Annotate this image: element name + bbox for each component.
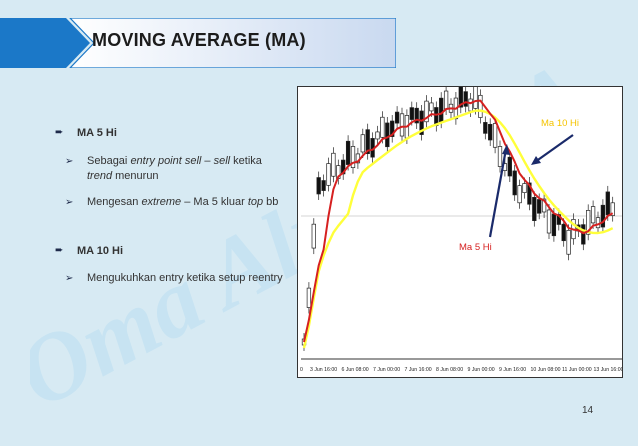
candle-body — [537, 199, 542, 214]
candle-body — [492, 123, 498, 148]
bullet-arrow-icon: ➨ — [55, 127, 64, 138]
candle-body — [468, 98, 473, 112]
bullet-arrow-icon: ➨ — [55, 245, 64, 256]
candle-body — [507, 156, 512, 177]
x-tick-label: 3 Jun 16:00 — [310, 367, 337, 373]
x-tick-label: 0 — [300, 367, 303, 373]
title-banner — [0, 18, 396, 68]
ma5-arrow — [488, 148, 508, 238]
ma10-arrow-head — [531, 156, 541, 165]
candle-body — [497, 146, 503, 167]
candle-body — [512, 170, 517, 196]
candle-body — [488, 123, 493, 141]
slide-title: MOVING AVERAGE (MA) — [92, 30, 306, 50]
candle-body — [586, 210, 591, 235]
candle-body — [424, 100, 429, 123]
bullet-ma10-label: MA 10 Hi — [77, 245, 124, 257]
candle-body — [429, 102, 434, 112]
candle-body — [541, 198, 547, 213]
sub-bullet-entry-point-text: Sebagai entry point sell – sell ketika t… — [87, 155, 262, 182]
x-tick-label: 6 Jun 08:00 — [342, 367, 369, 373]
x-tick-label: 10 Jun 08:00 — [531, 367, 561, 373]
ma10-line — [302, 109, 614, 349]
candle-body — [581, 224, 586, 245]
sub-bullet-entry-point: ➢ Sebagai entry point sell – sell ketika… — [65, 154, 287, 184]
price-chart: 0 3 Jun 16:00 6 Jun 08:00 7 Jun 00:00 7 Jun … — [297, 77, 624, 378]
candle-body — [566, 229, 571, 255]
candle-body — [610, 202, 615, 216]
candle-body — [385, 122, 390, 148]
candle-body — [551, 213, 557, 237]
bullet-ma5-label: MA 5 Hi — [77, 127, 117, 139]
price-chart-svg: 0 3 Jun 16:00 6 Jun 08:00 7 Jun 00:00 7 Jun … — [300, 77, 624, 373]
x-tick-label: 13 Jun 16:00 — [594, 367, 623, 373]
candle-body — [331, 152, 336, 177]
candle-body — [600, 204, 606, 228]
candle-body — [326, 163, 331, 186]
x-axis-ticks: 0 3 Jun 16:00 6 Jun 08:00 7 Jun 00:00 7 Jun … — [300, 367, 624, 373]
ma5-annotation: Ma 5 Hi — [459, 242, 492, 253]
candle-body — [399, 113, 405, 137]
candle-body — [483, 122, 488, 134]
candle-body — [311, 223, 316, 249]
candle-body — [517, 185, 522, 204]
candle-body — [321, 180, 326, 191]
x-tick-label: 7 Jun 16:00 — [405, 367, 432, 373]
candle-body — [532, 196, 537, 221]
candle-body — [390, 120, 395, 137]
x-tick-label: 11 Jun 00:00 — [562, 367, 592, 373]
x-tick-label: 9 Jun 16:00 — [499, 367, 526, 373]
sub-bullet-reentry: ➢ Mengukuhkan entry ketika setup reentry — [65, 271, 287, 286]
candle-body — [605, 191, 610, 216]
candle-body — [478, 94, 483, 118]
candle-body — [306, 287, 312, 308]
candle-body — [316, 177, 321, 195]
candle-body — [350, 146, 356, 169]
sub-bullet-arrow-icon: ➢ — [65, 197, 74, 208]
candle-body — [522, 183, 527, 193]
candle-body — [419, 110, 424, 135]
candle-body — [561, 223, 566, 242]
ma5-line — [303, 99, 614, 343]
candle-body — [365, 129, 370, 155]
candle-body — [473, 85, 478, 109]
candle-body — [360, 134, 365, 153]
candle-body — [595, 217, 601, 229]
title-banner-box — [69, 18, 396, 68]
ma10-annotation: Ma 10 Hi — [541, 118, 579, 129]
candlesticks — [301, 77, 615, 351]
candle-body — [443, 90, 449, 110]
candle-body — [394, 111, 400, 124]
candle-body — [546, 209, 552, 234]
page-number: 14 — [582, 405, 594, 416]
sub-bullet-arrow-icon: ➢ — [65, 273, 74, 284]
candle-body — [527, 182, 532, 205]
ma10-arrow — [534, 134, 574, 163]
candle-body — [439, 97, 444, 123]
candle-body — [345, 140, 351, 165]
sub-bullet-extreme: ➢ Mengesan extreme – Ma 5 kluar top bb — [65, 195, 287, 210]
candle-body — [375, 131, 380, 140]
candle-body — [380, 116, 385, 138]
x-tick-label: 9 Jun 00:00 — [468, 367, 495, 373]
ma5-arrow-head — [502, 144, 510, 155]
sub-bullet-reentry-text: Mengukuhkan entry ketika setup reentry — [87, 272, 283, 284]
bullet-ma5: ➨ MA 5 Hi — [55, 126, 117, 140]
candle-body — [414, 107, 419, 124]
candle-body — [590, 206, 596, 224]
sub-bullet-extreme-text: Mengesan extreme – Ma 5 kluar top bb — [87, 196, 279, 208]
candle-body — [463, 91, 468, 107]
candle-body — [409, 107, 414, 120]
title-banner-arrow — [0, 18, 90, 68]
x-tick-label: 8 Jun 08:00 — [436, 367, 463, 373]
x-tick-label: 7 Jun 00:00 — [373, 367, 400, 373]
sub-bullet-arrow-icon: ➢ — [65, 156, 74, 167]
bullet-ma10: ➨ MA 10 Hi — [55, 244, 123, 258]
